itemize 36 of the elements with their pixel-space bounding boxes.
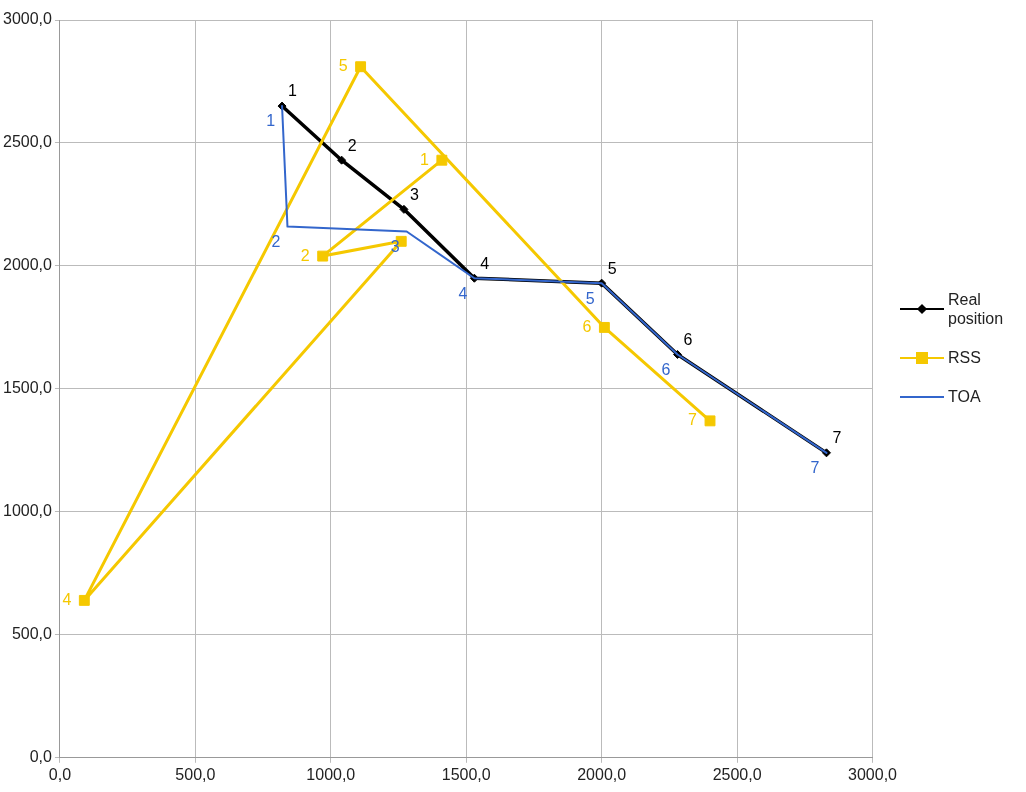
x-tick-label: 1000,0 <box>306 765 356 783</box>
annotation: 1 <box>266 112 276 130</box>
annotation: 2 <box>300 246 310 264</box>
annotation: 7 <box>832 429 842 447</box>
y-tick-label: 1500,0 <box>3 379 53 397</box>
legend-label: RSS <box>948 348 982 367</box>
x-tick-label: 3000,0 <box>848 765 898 783</box>
annotation: 6 <box>683 330 693 348</box>
x-tick-label: 1500,0 <box>441 765 491 783</box>
annotation: 4 <box>480 254 490 272</box>
y-tick-label: 500,0 <box>11 625 53 643</box>
annotation: 4 <box>62 590 72 608</box>
annotation: 7 <box>688 411 698 429</box>
legend-label: TOA <box>948 387 982 406</box>
x-tick-label: 0,0 <box>48 765 72 783</box>
x-tick-label: 500,0 <box>175 765 216 783</box>
annotation: 7 <box>810 459 820 477</box>
annotation: 2 <box>347 136 357 154</box>
x-tick-label: 2000,0 <box>577 765 627 783</box>
annotation: 5 <box>607 259 617 277</box>
y-tick-label: 0,0 <box>29 748 53 766</box>
legend-label: Real position <box>948 290 1005 328</box>
x-tick-label: 2500,0 <box>712 765 762 783</box>
annotation: 2 <box>271 232 281 250</box>
y-tick-label: 2000,0 <box>3 256 53 274</box>
annotation: 4 <box>458 284 468 302</box>
y-tick-label: 2500,0 <box>3 133 53 151</box>
annotation: 3 <box>409 185 419 203</box>
y-tick-label: 3000,0 <box>3 10 53 28</box>
annotation: 5 <box>338 57 348 75</box>
annotation: 6 <box>582 317 592 335</box>
annotation: 5 <box>585 289 595 307</box>
annotation: 6 <box>661 360 671 378</box>
annotation: 1 <box>419 150 429 168</box>
annotation: 1 <box>288 82 298 100</box>
y-tick-label: 1000,0 <box>3 502 53 520</box>
